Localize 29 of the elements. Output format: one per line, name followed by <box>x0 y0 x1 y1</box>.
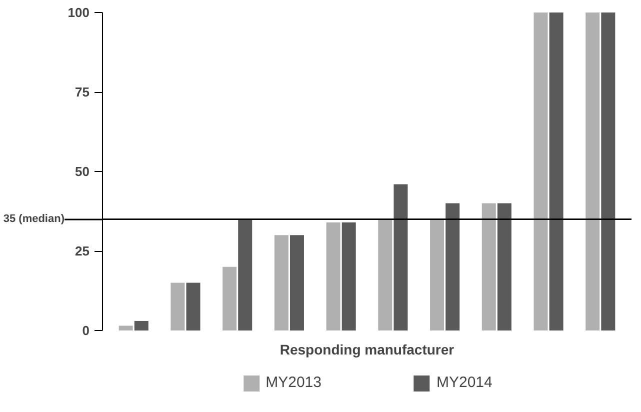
y-tick-label: 25 <box>75 244 90 258</box>
bar <box>378 219 392 330</box>
bar <box>186 282 200 330</box>
y-tick-label: 0 <box>82 323 90 338</box>
bar <box>430 219 444 330</box>
legend-label: MY2013 <box>266 374 322 391</box>
legend-label: MY2014 <box>436 374 492 391</box>
bar <box>274 235 288 330</box>
bar <box>549 12 564 330</box>
y-tick-label: 50 <box>75 164 90 179</box>
y-tick-label: 100 <box>68 5 90 20</box>
y-tick-label: 75 <box>75 84 90 100</box>
bar <box>601 12 616 330</box>
bar <box>170 282 185 330</box>
bar <box>290 235 304 330</box>
bar <box>586 12 600 330</box>
bar <box>534 12 548 330</box>
bar <box>394 184 408 330</box>
bar <box>497 203 512 330</box>
bar <box>222 266 237 330</box>
bar <box>482 203 496 330</box>
bar <box>342 222 356 330</box>
bar <box>118 326 133 330</box>
bar <box>134 320 148 330</box>
bar <box>446 203 460 330</box>
bar <box>326 222 340 330</box>
x-axis-title: Responding manufacturer <box>280 342 455 358</box>
ref-line-label: 35 (median) <box>3 213 65 226</box>
bar <box>238 219 252 330</box>
